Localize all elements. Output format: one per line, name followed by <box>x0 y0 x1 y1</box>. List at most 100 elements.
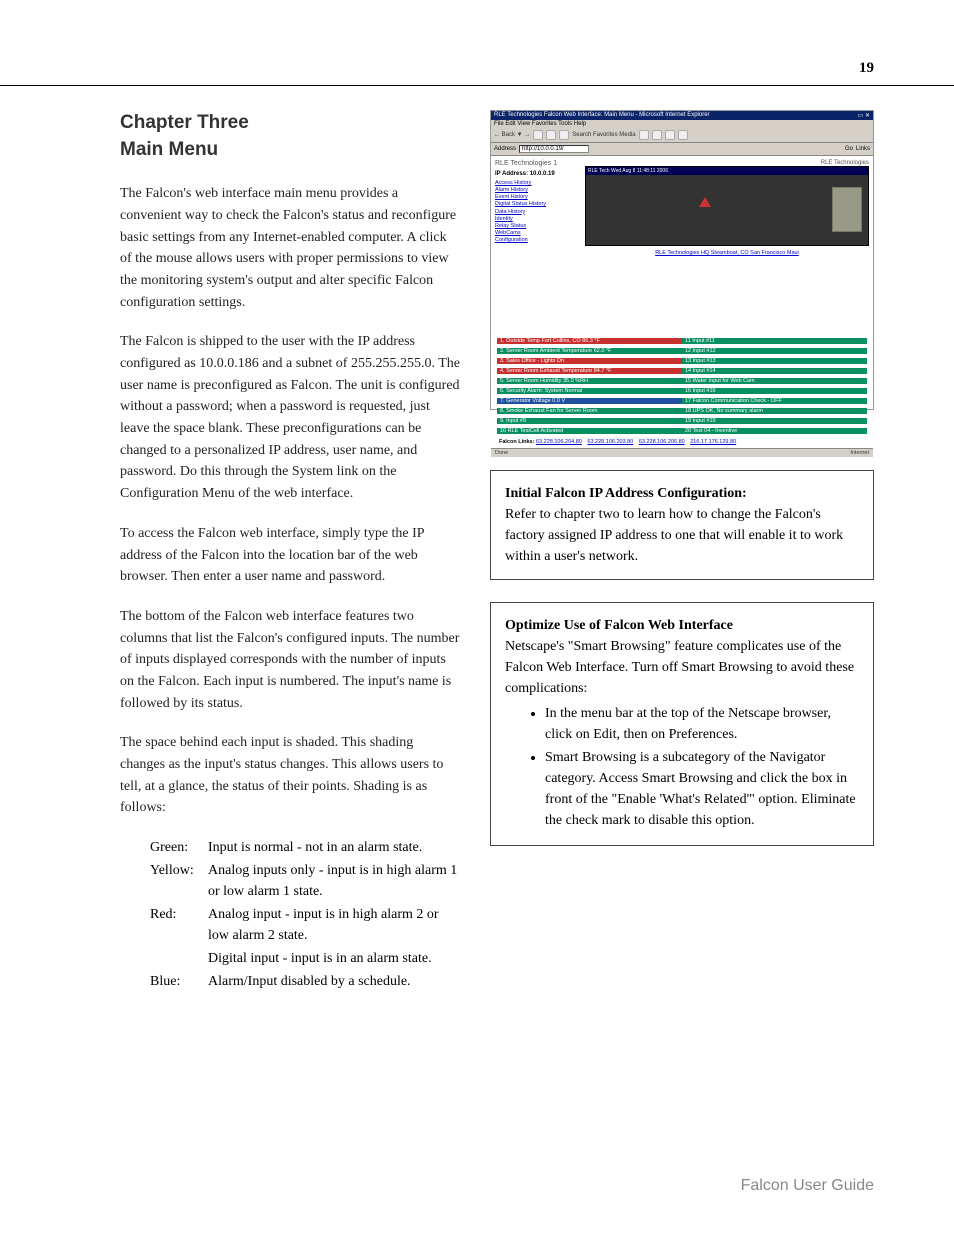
nav-link[interactable]: WebCams <box>495 230 577 237</box>
shading-label: Red: <box>150 904 208 946</box>
browser-screenshot: RLE Technologies Falcon Web Interface: M… <box>490 110 874 410</box>
shading-label <box>150 948 208 969</box>
shading-desc: Analog input - input is in high alarm 2 … <box>208 904 460 946</box>
ip-value: 10.0.0.19 <box>530 171 555 177</box>
toolbar-text: Search Favorites Media <box>572 132 635 138</box>
shading-desc: Input is normal - not in an alarm state. <box>208 837 460 858</box>
input-cell-right: 16 Input #16 <box>682 388 867 394</box>
mail-icon <box>665 130 675 140</box>
sb2-bullet: In the menu bar at the top of the Netsca… <box>545 703 859 745</box>
input-cell-left: 2. Server Room Ambient Temperature 62.0 … <box>497 348 682 354</box>
chapter-line2: Main Menu <box>120 139 218 160</box>
input-cell-left: 3. Sales Office - Lights On <box>497 358 682 364</box>
cam-view <box>832 187 862 232</box>
webcam-image: RLE Tech Wed Aug 8 11:48:11 2006 <box>585 166 869 246</box>
input-row: 4. Server Room Exhaust Temperature 84.7 … <box>497 366 867 375</box>
shading-label: Green: <box>150 837 208 858</box>
input-cell-right: 12 Input #12 <box>682 348 867 354</box>
sb2-title: Optimize Use of Falcon Web Interface <box>505 618 733 633</box>
ss-ip: IP Address: 10.0.0.19 <box>495 171 577 177</box>
input-cell-left: 4. Server Room Exhaust Temperature 84.7 … <box>497 368 682 374</box>
input-row: 3. Sales Office - Lights On13 Input #13 <box>497 356 867 365</box>
ss-titlebar: RLE Technologies Falcon Web Interface: M… <box>491 111 873 120</box>
window-buttons-icon: ▭ ✕ <box>858 112 870 119</box>
alert-triangle-icon <box>699 197 711 207</box>
ss-title: RLE Technologies Falcon Web Interface: M… <box>494 112 710 119</box>
input-cell-left: 7. Generator Voltage 0.0 V <box>497 398 682 404</box>
shading-label: Yellow: <box>150 860 208 902</box>
para-1: The Falcon's web interface main menu pro… <box>120 183 460 313</box>
sb1-body: Refer to chapter two to learn how to cha… <box>505 507 843 564</box>
nav-link[interactable]: Relay Status <box>495 223 577 230</box>
links-label: Links <box>856 146 870 152</box>
shading-list: Green: Input is normal - not in an alarm… <box>150 837 460 992</box>
input-cell-left: 9. Input #9 <box>497 418 682 424</box>
right-column: RLE Technologies Falcon Web Interface: M… <box>490 110 874 994</box>
input-row: 10 RLE TestCell Activated20 Test 04 - In… <box>497 426 867 435</box>
ss-address-bar: Address http://10.0.0.19/ Go Links <box>491 143 873 156</box>
footer-text: Falcon User Guide <box>741 1177 874 1195</box>
input-cell-right: 14 Input #14 <box>682 368 867 374</box>
input-cell-left: 8. Smoke Exhaust Fan for Server Room <box>497 408 682 414</box>
para-4: The bottom of the Falcon web interface f… <box>120 606 460 714</box>
left-column: Chapter Three Main Menu The Falcon's web… <box>120 110 460 994</box>
stop-icon <box>533 130 543 140</box>
chapter-title: Chapter Three Main Menu <box>120 110 460 163</box>
top-rule <box>0 85 954 86</box>
falcon-link[interactable]: 63.228.106.203.80 <box>587 439 633 445</box>
back-label: ← Back ▼ → <box>494 132 530 138</box>
shading-desc: Analog inputs only - input is in high al… <box>208 860 460 902</box>
shading-red2: Digital input - input is in an alarm sta… <box>150 948 460 969</box>
inputs-table: 1. Outside Temp Fort Collins, CO 86.3 °F… <box>491 336 873 435</box>
input-cell-left: 6. Security Alarm: System Normal <box>497 388 682 394</box>
nav-link[interactable]: Alarm History <box>495 187 577 194</box>
address-input[interactable]: http://10.0.0.19/ <box>519 145 589 153</box>
input-cell-left: 1. Outside Temp Fort Collins, CO 86.3 °F <box>497 338 682 344</box>
falcon-link[interactable]: 63.228.106.206.80 <box>639 439 685 445</box>
sb2-list: In the menu bar at the top of the Netsca… <box>545 703 859 831</box>
ss-nav-links: Access History Alarm History Event Histo… <box>495 180 577 244</box>
para-5: The space behind each input is shaded. T… <box>120 732 460 819</box>
address-label: Address <box>494 146 516 152</box>
go-button[interactable]: Go <box>845 146 853 152</box>
nav-link[interactable]: Data History <box>495 209 577 216</box>
refresh-icon <box>546 130 556 140</box>
input-cell-right: 15 Water Input for Web Cam <box>682 378 867 384</box>
ss-sidebar: RLE Technologies 1 IP Address: 10.0.0.19… <box>491 156 581 336</box>
nav-link[interactable]: Access History <box>495 180 577 187</box>
shading-blue: Blue: Alarm/Input disabled by a schedule… <box>150 971 460 992</box>
input-row: 8. Smoke Exhaust Fan for Server Room18 U… <box>497 406 867 415</box>
falcon-links-label: Falcon Links: <box>499 439 534 445</box>
shading-desc: Digital input - input is in an alarm sta… <box>208 948 460 969</box>
ss-brand: RLE Technologies 1 <box>495 160 577 167</box>
input-cell-left: 5. Server Room Humidity 35.0 %RH <box>497 378 682 384</box>
chapter-line1: Chapter Three <box>120 112 249 133</box>
nav-link[interactable]: Event History <box>495 194 577 201</box>
nav-link[interactable]: Configuration <box>495 237 577 244</box>
input-cell-right: 17 Falcon Communication Check - OFF <box>682 398 867 404</box>
shading-yellow: Yellow: Analog inputs only - input is in… <box>150 860 460 902</box>
input-cell-right: 18 UPS OK, No summary alarm <box>682 408 867 414</box>
falcon-links: Falcon Links: 63.228.106.204.80 63.228.1… <box>491 436 873 448</box>
shading-label: Blue: <box>150 971 208 992</box>
para-3: To access the Falcon web interface, simp… <box>120 523 460 588</box>
falcon-link[interactable]: 216.17.176.129.80 <box>690 439 736 445</box>
input-cell-right: 20 Test 04 - Inventive <box>682 428 867 434</box>
ip-label: IP Address: <box>495 171 528 177</box>
status-bar: Done Internet <box>491 448 873 457</box>
content-area: Chapter Three Main Menu The Falcon's web… <box>120 110 874 994</box>
history-icon <box>652 130 662 140</box>
ss-body: RLE Technologies 1 IP Address: 10.0.0.19… <box>491 156 873 336</box>
ss-main: RLE Technologies RLE Tech Wed Aug 8 11:4… <box>581 156 873 336</box>
input-row: 9. Input #919 Input #19 <box>497 416 867 425</box>
location-links[interactable]: RLE Technologies HQ Steamboat, CO San Fr… <box>585 250 869 256</box>
status-right: Internet <box>850 450 869 456</box>
nav-link[interactable]: Identity <box>495 216 577 223</box>
input-row: 6. Security Alarm: System Normal16 Input… <box>497 386 867 395</box>
input-cell-right: 13 Input #13 <box>682 358 867 364</box>
shading-desc: Alarm/Input disabled by a schedule. <box>208 971 460 992</box>
falcon-link[interactable]: 63.228.106.204.80 <box>536 439 582 445</box>
para-2: The Falcon is shipped to the user with t… <box>120 331 460 505</box>
nav-link[interactable]: Digital Status History <box>495 201 577 208</box>
sidebar-ip-config: Initial Falcon IP Address Configuration:… <box>490 470 874 580</box>
